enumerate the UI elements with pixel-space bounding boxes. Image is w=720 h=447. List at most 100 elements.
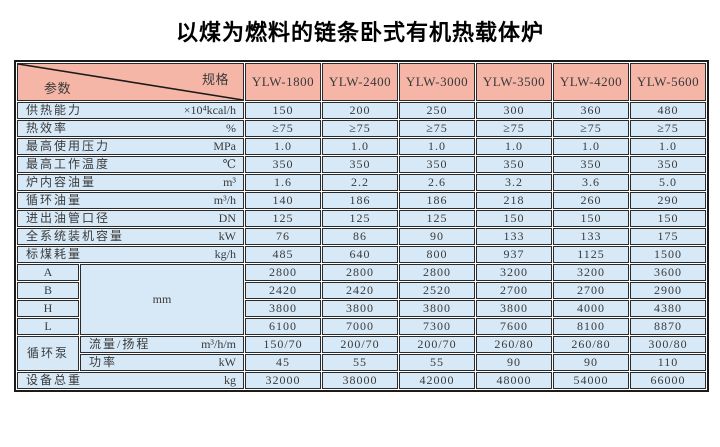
param-unit: ℃ — [222, 157, 236, 171]
param-name: 进出油管口径 — [26, 211, 111, 225]
value-cell: ≥75 — [630, 120, 706, 137]
value-cell: 2420 — [322, 282, 398, 299]
param-unit: m³/h — [213, 193, 236, 207]
value-cell: 350 — [245, 156, 321, 173]
value-cell: 133 — [476, 228, 552, 245]
value-cell: 260/80 — [476, 336, 552, 353]
value-cell: 38000 — [322, 372, 398, 389]
param-cell: 标煤耗量 kg/h — [17, 246, 244, 263]
table-row: 循环泵 流量/扬程 m³/h/m 150/70 200/70 200/70 260/80 26… — [17, 336, 706, 371]
value-cell: 2700 — [476, 282, 552, 299]
param-cell: 热效率% — [17, 120, 244, 137]
corner-cell: 规格 参数 — [17, 63, 244, 101]
value-cell: 250 — [399, 102, 475, 119]
dimension-letter-cell: H — [17, 300, 79, 317]
value-cell: 3200 — [553, 264, 629, 281]
param-name: 标煤耗量 — [26, 247, 83, 261]
table-row: 炉内容油量 m³ 1.6 2.2 2.6 3.2 3.6 5.0 — [17, 174, 706, 191]
value-cell: 260 — [553, 192, 629, 209]
param-unit: MPa — [213, 139, 236, 153]
table-row: H 3800 3800 3800 3800 4000 4380 — [17, 300, 706, 317]
value-cell: 175 — [630, 228, 706, 245]
param-name: 流量/扬程 — [89, 337, 151, 351]
value-cell: 150 — [553, 210, 629, 227]
model-header-ylw-3500: YLW-3500 — [476, 63, 552, 101]
value-cell: 5.0 — [630, 174, 706, 191]
corner-spec-label: 规格 — [201, 72, 229, 87]
param-cell: 最高工作温度 ℃ — [17, 156, 244, 173]
value-cell: 200/70 — [322, 336, 398, 353]
param-cell: 最高使用压力 MPa — [17, 138, 244, 155]
param-unit: kg — [224, 373, 236, 387]
param-cell-content: 循环油量 m³/h — [18, 193, 243, 208]
value-cell: 350 — [399, 156, 475, 173]
value-cell: 150 — [630, 210, 706, 227]
value-cell: 2520 — [399, 282, 475, 299]
value-cell: 140 — [245, 192, 321, 209]
value-cell: 1500 — [630, 246, 706, 263]
value-cell: 4000 — [553, 300, 629, 317]
value-cell: 8870 — [630, 318, 706, 335]
param-cell-content: 最高使用压力 MPa — [18, 139, 243, 154]
spec-table-body: 供热能力 ×10⁴kcal/h 150 200 250 300 360 480 热效率% ≥75 ≥… — [17, 102, 706, 389]
value-cell: 290 — [630, 192, 706, 209]
value-cell: 1.0 — [630, 138, 706, 155]
value-cell: 76 — [245, 228, 321, 245]
param-unit: m³/h/m — [201, 337, 236, 351]
param-name: 设备总重 — [26, 373, 83, 387]
param-cell: 功率 kW — [80, 354, 244, 371]
value-cell: 350 — [322, 156, 398, 173]
value-cell: 1.0 — [322, 138, 398, 155]
param-name: 循环油量 — [26, 193, 83, 207]
value-cell: 2.2 — [322, 174, 398, 191]
param-unit: m³ — [223, 175, 236, 189]
value-cell: 66000 — [630, 372, 706, 389]
value-cell: ≥75 — [476, 120, 552, 137]
value-cell: 2800 — [245, 264, 321, 281]
table-row: B 2420 2420 2520 2700 2700 2900 — [17, 282, 706, 299]
value-cell: 110 — [630, 354, 706, 371]
value-cell: 7000 — [322, 318, 398, 335]
value-cell: 4380 — [630, 300, 706, 317]
value-cell: 350 — [553, 156, 629, 173]
value-cell: 3.6 — [553, 174, 629, 191]
value-cell: 300/80 — [630, 336, 706, 353]
value-cell: 125 — [245, 210, 321, 227]
pump-label-cell: 循环泵 — [17, 336, 79, 371]
value-cell: 150 — [476, 210, 552, 227]
page: 以煤为燃料的链条卧式有机热载体炉 规格 参数 YLW-1800 YLW-2400… — [0, 17, 720, 392]
value-cell: 360 — [553, 102, 629, 119]
table-row: 最高工作温度 ℃ 350 350 350 350 350 350 — [17, 156, 706, 173]
model-header-ylw-2400: YLW-2400 — [322, 63, 398, 101]
value-cell: 2900 — [630, 282, 706, 299]
value-cell: 133 — [553, 228, 629, 245]
value-cell: ≥75 — [245, 120, 321, 137]
value-cell: 1.0 — [399, 138, 475, 155]
value-cell: 3200 — [476, 264, 552, 281]
table-row: 全系统装机容量 kW 76 86 90 133 133 175 — [17, 228, 706, 245]
param-name: 热效率 — [26, 121, 69, 135]
value-cell: 1125 — [553, 246, 629, 263]
table-row: 循环油量 m³/h 140 186 186 218 260 290 — [17, 192, 706, 209]
value-cell: 6100 — [245, 318, 321, 335]
value-cell: 3800 — [322, 300, 398, 317]
param-unit: DN — [218, 211, 236, 225]
dimension-letter-cell: B — [17, 282, 79, 299]
value-cell: 3800 — [399, 300, 475, 317]
table-row: 最高使用压力 MPa 1.0 1.0 1.0 1.0 1.0 1.0 — [17, 138, 706, 155]
value-cell: 200/70 — [399, 336, 475, 353]
value-cell: 150 — [245, 102, 321, 119]
param-cell-content: 全系统装机容量 kW — [18, 229, 243, 244]
dimension-letter-cell: A — [17, 264, 79, 281]
value-cell: 55 — [322, 354, 398, 371]
param-cell: 循环油量 m³/h — [17, 192, 244, 209]
value-cell: 32000 — [245, 372, 321, 389]
value-cell: 2800 — [322, 264, 398, 281]
value-cell: 937 — [476, 246, 552, 263]
table-row: 热效率% ≥75 ≥75 ≥75 ≥75 ≥75 ≥75 — [17, 120, 706, 137]
spec-table: 规格 参数 YLW-1800 YLW-2400 YLW-3000 YLW-350… — [14, 60, 709, 392]
param-cell-content: 功率 kW — [81, 355, 243, 370]
dimension-unit-cell: mm — [80, 264, 244, 335]
param-name: 全系统装机容量 — [26, 229, 125, 243]
